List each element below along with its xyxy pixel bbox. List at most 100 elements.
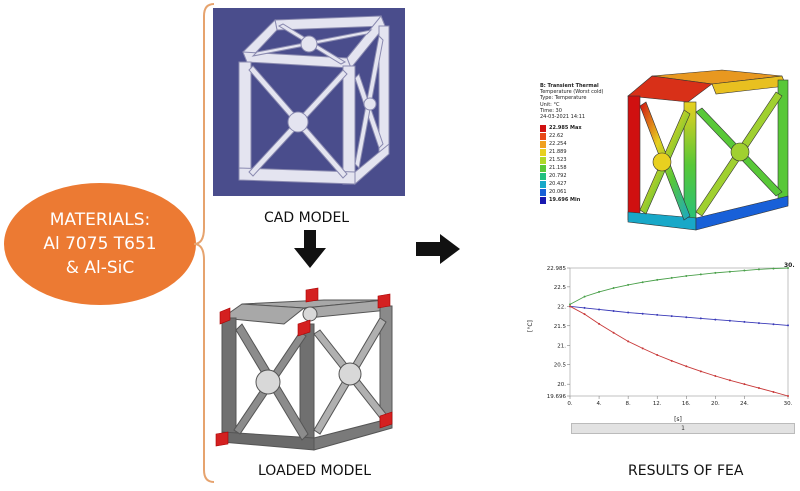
series-point-3 bbox=[641, 347, 644, 350]
series-point-3 bbox=[583, 313, 586, 316]
series-point-2 bbox=[787, 324, 789, 327]
series-point-3 bbox=[685, 365, 688, 368]
series-point-2 bbox=[685, 316, 688, 319]
materials-title: MATERIALS: bbox=[49, 210, 151, 230]
curly-brace bbox=[193, 3, 215, 483]
x-tick-label: 0. bbox=[567, 401, 572, 407]
legend-label: 21.158 bbox=[549, 165, 567, 172]
legend-entry: 22.985 Max bbox=[540, 124, 620, 132]
legend-entry: 21.158 bbox=[540, 164, 620, 172]
series-point-1 bbox=[612, 287, 615, 290]
series-point-1 bbox=[728, 270, 731, 273]
series-point-3 bbox=[787, 395, 789, 397]
series-point-3 bbox=[743, 383, 746, 386]
legend-label: 22.62 bbox=[549, 133, 564, 140]
thermal-date: 24-03-2021 14:11 bbox=[540, 114, 586, 121]
series-point-2 bbox=[612, 310, 615, 313]
plot-footer-bar: 1 bbox=[571, 423, 795, 434]
series-point-1 bbox=[641, 281, 644, 284]
down-arrow-icon bbox=[294, 230, 326, 268]
thermal-title: B: Transient Thermal bbox=[540, 83, 599, 89]
material-2: & Al-SiC bbox=[65, 258, 135, 278]
cad-model-image bbox=[213, 8, 405, 196]
thermal-subtitle: Temperature (Worst cold) bbox=[540, 89, 604, 96]
series-point-2 bbox=[583, 306, 586, 309]
series-point-3 bbox=[627, 340, 630, 343]
series-point-1 bbox=[670, 276, 673, 279]
thermal-time: Time: 30 bbox=[540, 107, 562, 114]
legend-label: 22.254 bbox=[549, 141, 567, 148]
y-tick-label: 22. bbox=[557, 304, 566, 310]
series-line-2 bbox=[569, 305, 789, 326]
legend-swatch bbox=[540, 140, 546, 148]
series-point-3 bbox=[569, 305, 571, 308]
legend-swatch bbox=[540, 156, 546, 164]
legend-swatch bbox=[540, 164, 546, 172]
series-point-3 bbox=[699, 370, 702, 373]
legend-entry: 20.061 bbox=[540, 188, 620, 196]
series-line-3 bbox=[569, 305, 789, 397]
series-point-3 bbox=[656, 353, 659, 356]
legend-entry: 21.889 bbox=[540, 148, 620, 156]
series-point-2 bbox=[699, 317, 702, 320]
legend-label: 20.061 bbox=[549, 189, 567, 196]
x-tick-label: 4. bbox=[596, 401, 601, 407]
thermal-legend: B: Transient Thermal Temperature (Worst … bbox=[540, 83, 620, 204]
series-line-1 bbox=[569, 267, 789, 305]
plot-border bbox=[569, 267, 789, 397]
x-tick-label: 20. bbox=[711, 401, 720, 407]
series-point-1 bbox=[714, 271, 717, 274]
material-1: Al 7075 T651 bbox=[43, 234, 157, 254]
series-point-3 bbox=[598, 322, 601, 325]
series-point-2 bbox=[627, 311, 630, 314]
series-point-3 bbox=[728, 379, 731, 382]
series-point-1 bbox=[787, 267, 789, 269]
y-tick-label: 21.5 bbox=[554, 324, 567, 330]
y-axis-ticks: 22.985 22.5 22. 21.5 21. 20.5 20. 19.696 bbox=[547, 266, 570, 400]
x-tick-label: 12. bbox=[653, 401, 662, 407]
y-tick-label: 20. bbox=[557, 382, 566, 388]
legend-scale: 22.985 Max 22.62 22.254 21.889 21.523 21.158 2… bbox=[540, 124, 620, 204]
series-point-1 bbox=[772, 267, 775, 270]
series-point-2 bbox=[728, 319, 731, 322]
y-tick-label: 21. bbox=[557, 343, 566, 349]
legend-label: 20.427 bbox=[549, 181, 567, 188]
series-point-1 bbox=[757, 268, 760, 271]
y-tick-label: 20.5 bbox=[554, 363, 567, 369]
legend-entry: 19.696 Min bbox=[540, 196, 620, 204]
series-point-2 bbox=[714, 318, 717, 321]
legend-label: 21.523 bbox=[549, 157, 567, 164]
loaded-model-caption: LOADED MODEL bbox=[258, 463, 372, 479]
legend-swatch bbox=[540, 132, 546, 140]
right-arrow-icon bbox=[416, 234, 460, 264]
x-axis-ticks: 0. 4. 8. 12. 16. 20. 24. 30. bbox=[567, 396, 793, 407]
series-point-2 bbox=[670, 315, 673, 318]
legend-swatch bbox=[540, 124, 546, 132]
series-point-1 bbox=[569, 303, 571, 306]
x-tick-label: 30. bbox=[784, 401, 793, 407]
plot-frame bbox=[569, 267, 789, 397]
legend-entry: 22.254 bbox=[540, 140, 620, 148]
legend-swatch bbox=[540, 196, 546, 204]
legend-label: 22.985 Max bbox=[549, 125, 582, 132]
legend-swatch bbox=[540, 148, 546, 156]
series-point-1 bbox=[627, 283, 630, 286]
results-caption: RESULTS OF FEA bbox=[628, 463, 744, 479]
materials-ellipse: MATERIALS: Al 7075 T651 & Al-SiC bbox=[4, 183, 196, 305]
series-point-3 bbox=[757, 387, 760, 390]
cad-model-caption: CAD MODEL bbox=[264, 210, 350, 226]
x-tick-label: 24. bbox=[740, 401, 749, 407]
thermal-unit: Unit: °C bbox=[540, 101, 560, 108]
series-point-1 bbox=[583, 295, 586, 298]
series-point-1 bbox=[699, 273, 702, 276]
series-point-2 bbox=[641, 312, 644, 315]
series-point-3 bbox=[714, 374, 717, 377]
end-time-label: 30. bbox=[784, 262, 795, 269]
series-point-3 bbox=[772, 390, 775, 393]
x-tick-label: 16. bbox=[682, 401, 691, 407]
legend-entry: 22.62 bbox=[540, 132, 620, 140]
series-group bbox=[569, 267, 789, 397]
legend-label: 19.696 Min bbox=[549, 197, 581, 204]
temperature-line-chart: 22.985 22.5 22. 21.5 21. 20.5 20. 19.696 0. 4. 8.… bbox=[527, 262, 795, 423]
legend-entry: 21.523 bbox=[540, 156, 620, 164]
